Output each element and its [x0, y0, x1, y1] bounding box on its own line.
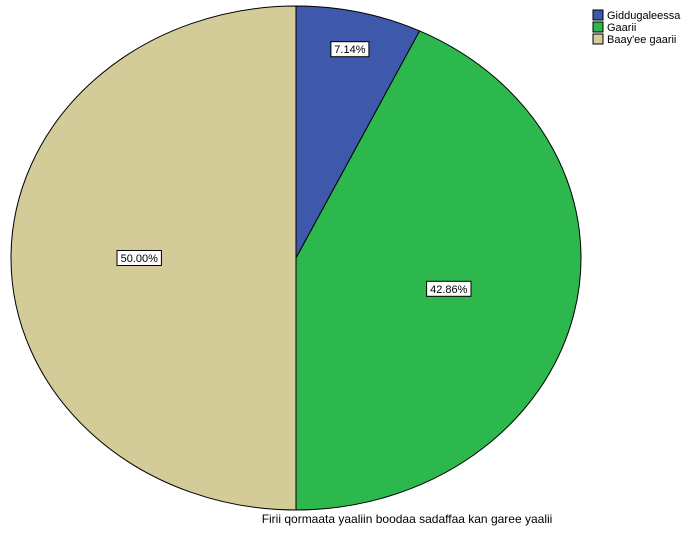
legend-label: Baay'ee gaarii — [607, 34, 676, 46]
data-label-box — [116, 250, 162, 266]
legend-item-giddugaleessa: Giddugaleessa — [592, 9, 681, 22]
pie-slice-gaarii — [295, 30, 582, 511]
data-label-baay-ee-gaarii: 50.00% — [116, 250, 162, 266]
data-label-gaarii: 42.86% — [426, 280, 472, 297]
legend-item-baay-ee-gaarii: Baay'ee gaarii — [592, 33, 676, 46]
legend-label: Giddugaleessa — [607, 10, 681, 22]
data-label-box — [426, 280, 472, 297]
pie-slices — [10, 5, 582, 511]
data-label-text: 42.86% — [430, 284, 468, 296]
legend-swatch — [592, 9, 604, 21]
chart-caption: Firii qormaata yaaliin boodaa sadaffaa k… — [262, 512, 553, 526]
pie-slice-giddugaleessa — [295, 5, 421, 259]
pie-data-labels: 7.14% 42.86% 50.00% — [116, 41, 472, 297]
data-label-text: 50.00% — [121, 253, 159, 265]
legend-swatch — [592, 33, 604, 45]
data-label-box — [330, 41, 370, 58]
legend-swatch — [592, 21, 604, 33]
legend-label: Gaarii — [607, 22, 636, 34]
data-label-giddugaleessa: 7.14% — [330, 41, 370, 58]
legend-item-gaarii: Gaarii — [592, 21, 636, 34]
data-label-text: 7.14% — [334, 44, 365, 56]
